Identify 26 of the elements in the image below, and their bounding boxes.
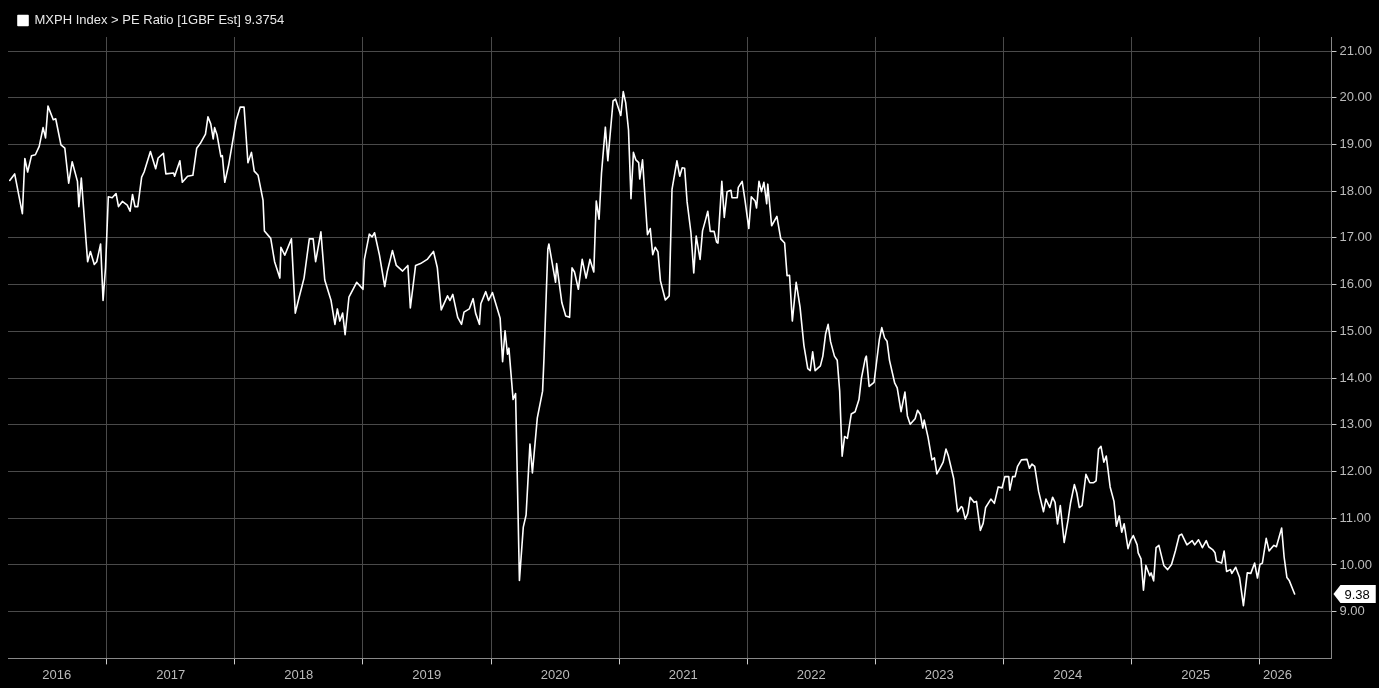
- y-tick-label: 15.00: [1339, 322, 1373, 338]
- y-tick-label: 12.00: [1339, 463, 1373, 479]
- x-tick-label: 2018: [284, 666, 314, 682]
- x-tick-label: 2024: [1053, 666, 1083, 682]
- x-tick-label: 2017: [156, 666, 186, 682]
- y-tick-label: 9.00: [1339, 603, 1365, 619]
- x-tick-label: 2021: [668, 666, 698, 682]
- y-tick-label: 16.00: [1339, 276, 1373, 292]
- x-tick-label: 2023: [924, 666, 954, 682]
- x-tick-label: 2016: [42, 666, 72, 682]
- y-tick-label: 13.00: [1339, 416, 1373, 432]
- text: 9.38: [1344, 586, 1370, 602]
- y-tick-label: 20.00: [1339, 89, 1373, 105]
- y-tick-label: 10.00: [1339, 556, 1373, 572]
- x-tick-label: 2022: [796, 666, 826, 682]
- x-tick-label: 2019: [412, 666, 442, 682]
- y-tick-label: 17.00: [1339, 229, 1373, 245]
- y-tick-label: 11.00: [1339, 509, 1372, 525]
- x-tick-label: 2026: [1262, 666, 1292, 682]
- x-tick-label: 2020: [540, 666, 570, 682]
- y-tick-label: 18.00: [1339, 182, 1373, 198]
- y-tick-label: 19.00: [1339, 136, 1373, 152]
- y-tick-label: 21.00: [1339, 42, 1373, 58]
- y-tick-label: 14.00: [1339, 369, 1373, 385]
- x-tick-label: 2025: [1181, 666, 1211, 682]
- legend-label: MXPH Index > PE Ratio [1GBF Est] 9.3754: [34, 12, 285, 28]
